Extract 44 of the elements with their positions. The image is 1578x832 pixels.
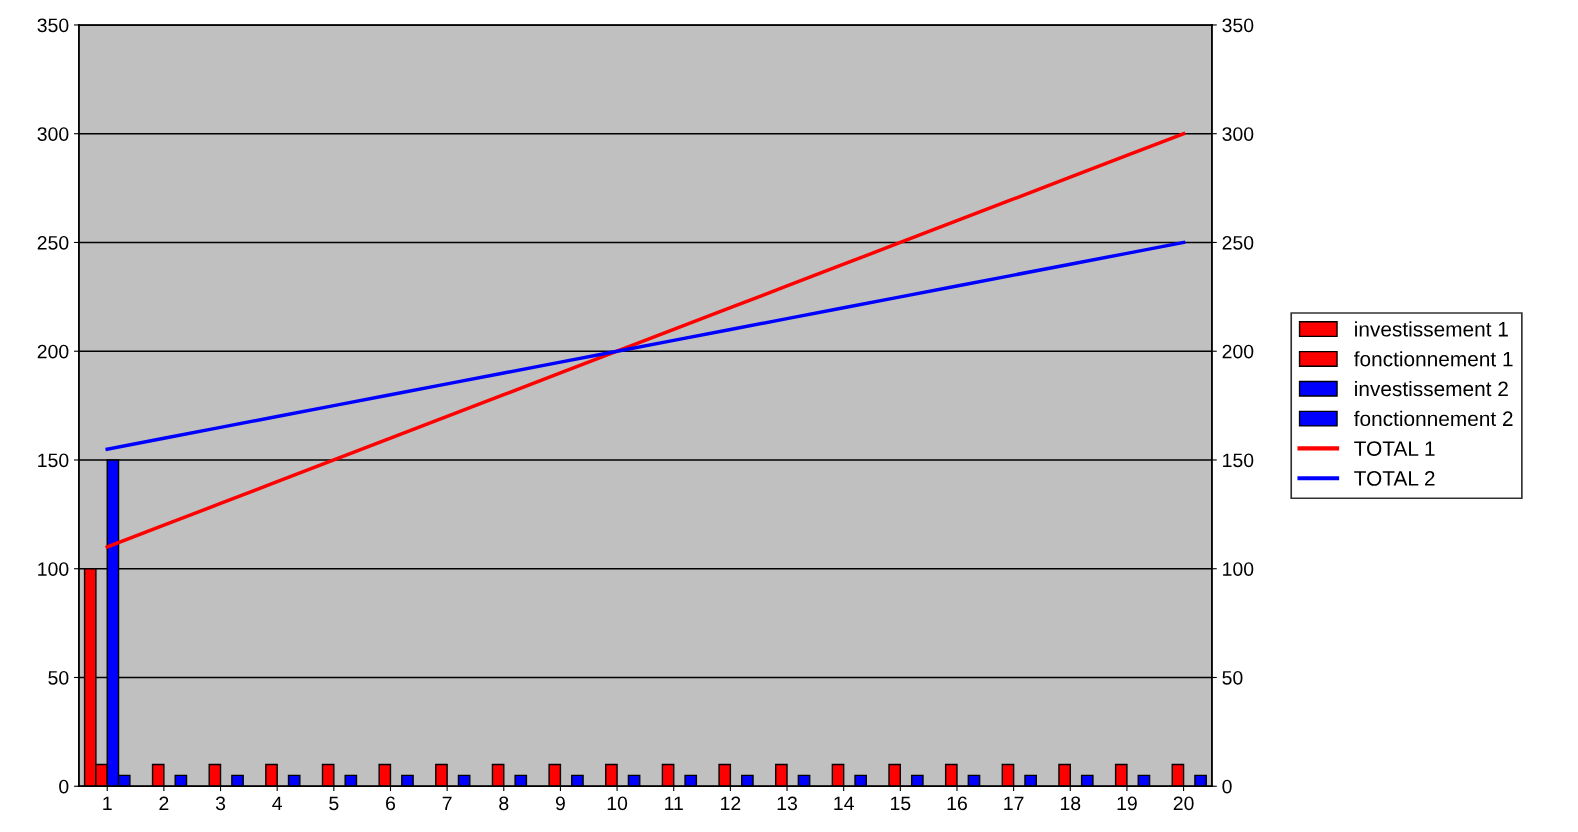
x-tick-label: 9 [555, 796, 565, 811]
y-tick-label: 0 [59, 779, 69, 794]
y-tick-label: 200 [37, 344, 69, 359]
x-tick-label: 14 [834, 796, 854, 811]
y2-tick-label: 0 [1222, 779, 1232, 794]
x-tick-label: 7 [442, 796, 452, 811]
x-tick-label: 12 [721, 796, 741, 811]
y2-tick-label: 150 [1223, 453, 1254, 468]
y-tick-label: 50 [48, 670, 69, 685]
legend-label: TOTAL 1 [1354, 441, 1435, 456]
x-tick-label: 10 [607, 796, 628, 811]
x-tick-label: 18 [1060, 796, 1081, 811]
y2-tick-label: 200 [1222, 344, 1254, 359]
y-tick-label: 100 [38, 562, 69, 576]
x-tick-label: 3 [215, 796, 226, 811]
legend-label: investissement 2 [1355, 380, 1508, 397]
x-tick-label: 19 [1117, 796, 1137, 811]
legend-label: fonctionnement 1 [1354, 351, 1513, 367]
line-series [105, 131, 1186, 549]
x-tick-label: 20 [1173, 796, 1194, 811]
x-tick-label: 2 [159, 796, 169, 811]
x-tick-label: 4 [272, 796, 283, 811]
y-tick-label: 250 [37, 235, 69, 250]
y2-tick-label: 350 [1222, 18, 1254, 33]
x-tick-label: 17 [1004, 796, 1024, 811]
x-tick-label: 8 [499, 796, 509, 811]
y2-tick-label: 100 [1223, 562, 1254, 576]
legend-label: investissement 1 [1355, 321, 1508, 337]
x-tick-label: 13 [777, 796, 797, 811]
legend-label: fonctionnement 2 [1354, 410, 1513, 427]
y-tick-label: 300 [37, 127, 69, 141]
x-tick-label: 11 [665, 796, 683, 811]
x-tick-label: 1 [103, 796, 112, 811]
x-tick-label: 15 [891, 796, 911, 811]
y-tick-label: 350 [37, 18, 69, 33]
y2-tick-label: 250 [1222, 235, 1254, 250]
y2-tick-label: 50 [1222, 670, 1243, 685]
y2-tick-label: 300 [1222, 127, 1254, 141]
x-tick-label: 6 [386, 796, 396, 811]
x-tick-label: 5 [329, 796, 339, 811]
line-series [105, 240, 1186, 451]
y-tick-label: 150 [38, 453, 69, 468]
x-tick-label: 16 [947, 796, 967, 811]
legend-label: TOTAL 2 [1354, 471, 1435, 486]
